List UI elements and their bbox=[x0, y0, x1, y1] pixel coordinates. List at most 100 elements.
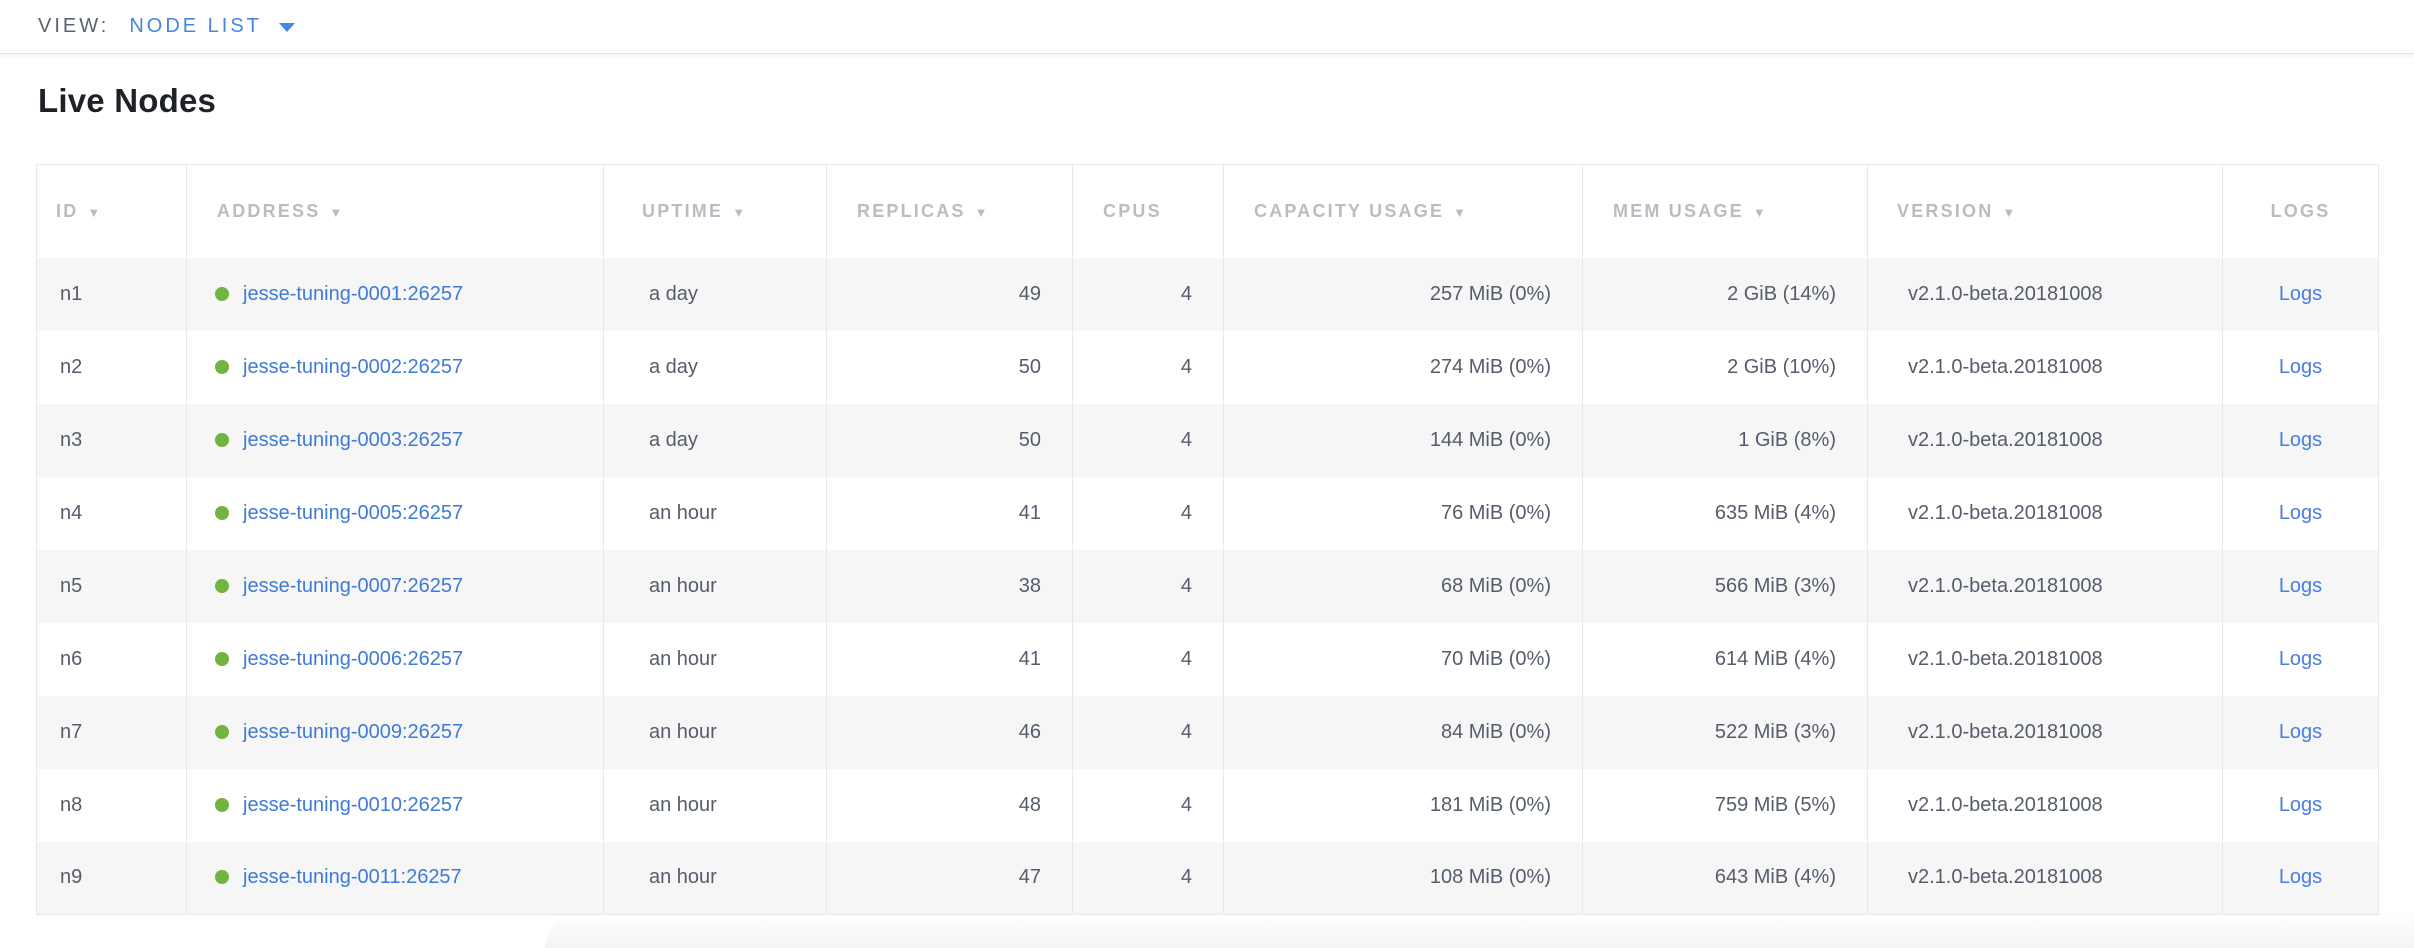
node-version-cell: v2.1.0-beta.20181008 bbox=[1867, 330, 2223, 404]
node-row-n8: n8 jesse-tuning-0010:26257 an hour 48 4 181 M… bbox=[36, 768, 2379, 842]
node-capacity-cell: 181 MiB (0%) bbox=[1223, 768, 1583, 842]
node-cpus-cell: 4 bbox=[1072, 330, 1224, 404]
node-address-link[interactable]: jesse-tuning-0005:26257 bbox=[243, 501, 464, 524]
node-address-link[interactable]: jesse-tuning-0006:26257 bbox=[243, 647, 464, 670]
column-header-label: REPLICAS bbox=[857, 200, 966, 221]
node-address-link[interactable]: jesse-tuning-0002:26257 bbox=[243, 355, 464, 378]
live-status-dot-icon bbox=[215, 578, 229, 593]
table-header-row: ID ▼ ADDRESS ▼ UPTIME ▼ REPLICAS ▼ CPUS CAPACITY … bbox=[36, 164, 2379, 258]
column-header-id[interactable]: ID ▼ bbox=[36, 164, 187, 258]
view-dropdown[interactable]: NODE LIST bbox=[129, 15, 295, 38]
node-uptime-cell: an hour bbox=[603, 768, 827, 842]
node-version-cell: v2.1.0-beta.20181008 bbox=[1867, 403, 2223, 477]
node-version-cell: v2.1.0-beta.20181008 bbox=[1867, 549, 2223, 623]
column-header-version[interactable]: VERSION ▼ bbox=[1867, 164, 2223, 258]
node-version-cell: v2.1.0-beta.20181008 bbox=[1867, 257, 2223, 331]
node-address-cell: jesse-tuning-0006:26257 bbox=[186, 622, 604, 696]
column-header-uptime[interactable]: UPTIME ▼ bbox=[603, 164, 827, 258]
node-mem-cell: 759 MiB (5%) bbox=[1582, 768, 1868, 842]
node-replicas-cell: 41 bbox=[826, 622, 1073, 696]
node-uptime-cell: an hour bbox=[603, 695, 827, 769]
logs-link[interactable]: Logs bbox=[2278, 720, 2323, 743]
node-logs-cell: Logs bbox=[2222, 403, 2379, 477]
node-uptime-cell: a day bbox=[603, 403, 827, 477]
sort-desc-icon: ▼ bbox=[2002, 204, 2018, 220]
node-address-cell: jesse-tuning-0002:26257 bbox=[186, 330, 604, 404]
node-replicas-cell: 47 bbox=[826, 841, 1073, 915]
node-replicas-cell: 50 bbox=[826, 330, 1073, 404]
live-status-dot-icon bbox=[215, 651, 229, 666]
node-mem-cell: 635 MiB (4%) bbox=[1582, 476, 1868, 550]
node-logs-cell: Logs bbox=[2222, 330, 2379, 404]
column-header-mem[interactable]: MEM USAGE ▼ bbox=[1582, 164, 1868, 258]
node-cpus-cell: 4 bbox=[1072, 768, 1224, 842]
live-status-dot-icon bbox=[215, 870, 229, 885]
column-header-label: ID bbox=[56, 200, 79, 221]
logs-link[interactable]: Logs bbox=[2278, 574, 2323, 597]
sort-desc-icon: ▼ bbox=[1752, 204, 1768, 220]
column-header-capacity[interactable]: CAPACITY USAGE ▼ bbox=[1223, 164, 1583, 258]
live-nodes-table-container: ID ▼ ADDRESS ▼ UPTIME ▼ REPLICAS ▼ CPUS CAPACITY … bbox=[36, 164, 2379, 915]
node-cpus-cell: 4 bbox=[1072, 476, 1224, 550]
live-status-dot-icon bbox=[215, 724, 229, 739]
sort-desc-icon: ▼ bbox=[1453, 204, 1469, 220]
node-cpus-cell: 4 bbox=[1072, 403, 1224, 477]
node-address-link[interactable]: jesse-tuning-0011:26257 bbox=[243, 866, 462, 889]
node-address-link[interactable]: jesse-tuning-0007:26257 bbox=[243, 574, 464, 597]
node-logs-cell: Logs bbox=[2222, 257, 2379, 331]
node-id-cell: n8 bbox=[36, 768, 187, 842]
column-header-label: ADDRESS bbox=[217, 200, 321, 221]
node-version-cell: v2.1.0-beta.20181008 bbox=[1867, 476, 2223, 550]
node-row-n1: n1 jesse-tuning-0001:26257 a day 49 4 257 MiB… bbox=[36, 257, 2379, 331]
column-header-label: MEM USAGE bbox=[1613, 200, 1744, 221]
node-uptime-cell: an hour bbox=[603, 622, 827, 696]
logs-link[interactable]: Logs bbox=[2278, 428, 2323, 451]
node-mem-cell: 643 MiB (4%) bbox=[1582, 841, 1868, 915]
node-logs-cell: Logs bbox=[2222, 476, 2379, 550]
logs-link[interactable]: Logs bbox=[2278, 501, 2323, 524]
node-logs-cell: Logs bbox=[2222, 841, 2379, 915]
page-title: Live Nodes bbox=[38, 82, 217, 119]
sort-desc-icon: ▼ bbox=[974, 204, 990, 220]
node-id-cell: n1 bbox=[36, 257, 187, 331]
node-row-n2: n2 jesse-tuning-0002:26257 a day 50 4 274 MiB… bbox=[36, 330, 2379, 404]
node-uptime-cell: an hour bbox=[603, 841, 827, 915]
node-replicas-cell: 38 bbox=[826, 549, 1073, 623]
node-address-link[interactable]: jesse-tuning-0009:26257 bbox=[243, 720, 464, 743]
node-logs-cell: Logs bbox=[2222, 768, 2379, 842]
logs-link[interactable]: Logs bbox=[2278, 866, 2323, 889]
node-address-link[interactable]: jesse-tuning-0010:26257 bbox=[243, 793, 464, 816]
logs-link[interactable]: Logs bbox=[2278, 355, 2323, 378]
node-address-link[interactable]: jesse-tuning-0001:26257 bbox=[243, 282, 464, 305]
live-status-dot-icon bbox=[215, 359, 229, 374]
node-uptime-cell: a day bbox=[603, 257, 827, 331]
node-address-link[interactable]: jesse-tuning-0003:26257 bbox=[243, 428, 464, 451]
logs-link[interactable]: Logs bbox=[2278, 282, 2323, 305]
column-header-address[interactable]: ADDRESS ▼ bbox=[186, 164, 604, 258]
node-version-cell: v2.1.0-beta.20181008 bbox=[1867, 768, 2223, 842]
node-capacity-cell: 76 MiB (0%) bbox=[1223, 476, 1583, 550]
node-replicas-cell: 46 bbox=[826, 695, 1073, 769]
node-capacity-cell: 84 MiB (0%) bbox=[1223, 695, 1583, 769]
node-id-cell: n7 bbox=[36, 695, 187, 769]
live-nodes-table: ID ▼ ADDRESS ▼ UPTIME ▼ REPLICAS ▼ CPUS CAPACITY … bbox=[36, 164, 2379, 915]
node-row-n6: n6 jesse-tuning-0006:26257 an hour 41 4 70 Mi… bbox=[36, 622, 2379, 696]
node-id-cell: n9 bbox=[36, 841, 187, 915]
node-address-cell: jesse-tuning-0011:26257 bbox=[186, 841, 604, 915]
node-id-cell: n2 bbox=[36, 330, 187, 404]
column-header-replicas[interactable]: REPLICAS ▼ bbox=[826, 164, 1073, 258]
view-label: VIEW: bbox=[38, 15, 110, 37]
node-capacity-cell: 68 MiB (0%) bbox=[1223, 549, 1583, 623]
node-address-cell: jesse-tuning-0001:26257 bbox=[186, 257, 604, 331]
logs-link[interactable]: Logs bbox=[2278, 793, 2323, 816]
logs-link[interactable]: Logs bbox=[2278, 647, 2323, 670]
node-mem-cell: 2 GiB (14%) bbox=[1582, 257, 1868, 331]
node-row-n3: n3 jesse-tuning-0003:26257 a day 50 4 144 MiB… bbox=[36, 403, 2379, 477]
live-status-dot-icon bbox=[215, 432, 229, 447]
node-capacity-cell: 257 MiB (0%) bbox=[1223, 257, 1583, 331]
node-version-cell: v2.1.0-beta.20181008 bbox=[1867, 695, 2223, 769]
node-address-cell: jesse-tuning-0007:26257 bbox=[186, 549, 604, 623]
node-mem-cell: 614 MiB (4%) bbox=[1582, 622, 1868, 696]
node-mem-cell: 522 MiB (3%) bbox=[1582, 695, 1868, 769]
node-row-n7: n7 jesse-tuning-0009:26257 an hour 46 4 84 Mi… bbox=[36, 695, 2379, 769]
